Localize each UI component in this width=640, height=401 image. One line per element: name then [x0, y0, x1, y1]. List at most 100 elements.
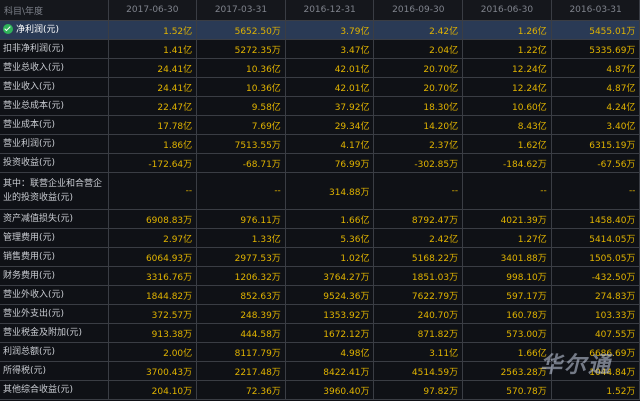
value-cell: 5414.05万 — [551, 228, 640, 248]
value-cell: 6908.83万 — [108, 209, 198, 229]
value-cell: 9524.36万 — [285, 285, 375, 305]
table-row[interactable]: 资产减值损失(元) 6908.83万 976.11万 1.66亿 8792.47万 402… — [0, 209, 640, 229]
value-cell: 10.60亿 — [462, 96, 552, 116]
period-header[interactable]: 2016-03-31 — [551, 0, 640, 21]
value-cell: 17.78亿 — [108, 115, 198, 135]
table-row[interactable]: 营业成本(元) 17.78亿 7.69亿 29.34亿 14.20亿 8.43亿 3.40亿 — [0, 115, 640, 135]
value-cell: 6686.69万 — [551, 342, 640, 362]
row-label-text: 管理费用(元) — [3, 233, 56, 243]
period-header[interactable]: 2016-06-30 — [462, 0, 552, 21]
value-cell: 597.17万 — [462, 285, 552, 305]
row-label-text: 利润总额(元) — [3, 347, 56, 357]
table-row[interactable]: 其中：联营企业和合营企业的投资收益(元) -- -- 314.88万 -- -- -- — [0, 172, 640, 210]
value-cell: 3960.40万 — [285, 380, 375, 400]
row-label-text: 营业收入(元) — [3, 82, 56, 92]
value-cell: -172.64万 — [108, 153, 198, 173]
value-cell: 573.00万 — [462, 323, 552, 343]
table-row[interactable]: 营业总成本(元) 22.47亿 9.58亿 37.92亿 18.30亿 10.60亿 4.2… — [0, 96, 640, 116]
value-cell: 2.42亿 — [373, 20, 464, 40]
value-cell: 24.41亿 — [108, 77, 198, 97]
value-cell: 72.36万 — [196, 380, 286, 400]
period-header[interactable]: 2017-03-31 — [196, 0, 286, 21]
value-cell: 3700.43万 — [108, 361, 198, 381]
table-row[interactable]: 营业税金及附加(元) 913.38万 444.58万 1672.12万 871.82万 5… — [0, 323, 640, 343]
value-cell: 20.70亿 — [373, 58, 464, 78]
value-cell: 1.02亿 — [285, 247, 375, 267]
table-body: 净利润(元) 1.52亿 5652.50万 3.79亿 2.42亿 1.26亿 5455.0… — [0, 20, 640, 400]
value-cell: 4021.39万 — [462, 209, 552, 229]
value-cell: 4.24亿 — [551, 96, 640, 116]
row-label: 其他综合收益(元) — [0, 380, 109, 400]
value-cell: 103.33万 — [551, 304, 640, 324]
row-label: 营业利润(元) — [0, 134, 109, 154]
value-cell: 1.66亿 — [462, 342, 552, 362]
value-cell: 1.22亿 — [462, 39, 552, 59]
row-label-text: 营业利润(元) — [3, 139, 56, 149]
value-cell: -68.71万 — [196, 153, 286, 173]
value-cell: -- — [108, 172, 198, 210]
row-label-text: 营业总收入(元) — [3, 63, 65, 73]
row-label: 营业外收入(元) — [0, 285, 109, 305]
table-row[interactable]: 营业外支出(元) 372.57万 248.39万 1353.92万 240.70万 160… — [0, 304, 640, 324]
value-cell: 2563.28万 — [462, 361, 552, 381]
value-cell: 1.62亿 — [462, 134, 552, 154]
row-label-text: 营业税金及附加(元) — [3, 328, 83, 338]
value-cell: 274.83万 — [551, 285, 640, 305]
row-label-text: 财务费用(元) — [3, 271, 56, 281]
value-cell: 913.38万 — [108, 323, 198, 343]
value-cell: 240.70万 — [373, 304, 464, 324]
period-header[interactable]: 2016-09-30 — [373, 0, 464, 21]
value-cell: 7.69亿 — [196, 115, 286, 135]
value-cell: 407.55万 — [551, 323, 640, 343]
table-row[interactable]: 其他综合收益(元) 204.10万 72.36万 3960.40万 97.82万 570.… — [0, 380, 640, 400]
table-row[interactable]: 净利润(元) 1.52亿 5652.50万 3.79亿 2.42亿 1.26亿 5455.0… — [0, 20, 640, 40]
row-label: 营业收入(元) — [0, 77, 109, 97]
value-cell: 1844.82万 — [108, 285, 198, 305]
row-label: 营业总收入(元) — [0, 58, 109, 78]
period-header[interactable]: 2017-06-30 — [108, 0, 198, 21]
value-cell: 3764.27万 — [285, 266, 375, 286]
table-row[interactable]: 管理费用(元) 2.97亿 1.33亿 5.36亿 2.42亿 1.27亿 5414.05万 — [0, 228, 640, 248]
value-cell: 4.87亿 — [551, 58, 640, 78]
row-label-text: 资产减值损失(元) — [3, 214, 74, 224]
table-row[interactable]: 财务费用(元) 3316.76万 1206.32万 3764.27万 1851.03万 9… — [0, 266, 640, 286]
value-cell: 4.98亿 — [285, 342, 375, 362]
table-row[interactable]: 扣非净利润(元) 1.41亿 5272.35万 3.47亿 2.04亿 1.22亿 5335… — [0, 39, 640, 59]
value-cell: 9.58亿 — [196, 96, 286, 116]
value-cell: 570.78万 — [462, 380, 552, 400]
table-row[interactable]: 投资收益(元) -172.64万 -68.71万 76.99万 -302.85万 -184… — [0, 153, 640, 173]
value-cell: 97.82万 — [373, 380, 464, 400]
table-header-row: 科目\年度 2017-06-30 2017-03-31 2016-12-31 2… — [0, 0, 640, 21]
table-row[interactable]: 营业收入(元) 24.41亿 10.36亿 42.01亿 20.70亿 12.24亿 4.8… — [0, 77, 640, 97]
table-row[interactable]: 营业总收入(元) 24.41亿 10.36亿 42.01亿 20.70亿 12.24亿 4.… — [0, 58, 640, 78]
value-cell: 3.11亿 — [373, 342, 464, 362]
value-cell: 3316.76万 — [108, 266, 198, 286]
row-label: 营业成本(元) — [0, 115, 109, 135]
row-label: 其中：联营企业和合营企业的投资收益(元) — [0, 172, 109, 210]
value-cell: 1458.40万 — [551, 209, 640, 229]
table-row[interactable]: 所得税(元) 3700.43万 2217.48万 8422.41万 4514.59万 25… — [0, 361, 640, 381]
row-label-text: 投资收益(元) — [3, 158, 56, 168]
value-cell: 3401.88万 — [462, 247, 552, 267]
value-cell: 5652.50万 — [196, 20, 286, 40]
table-row[interactable]: 营业外收入(元) 1844.82万 852.63万 9524.36万 7622.79万 5… — [0, 285, 640, 305]
value-cell: 2.37亿 — [373, 134, 464, 154]
value-cell: 1044.84万 — [551, 361, 640, 381]
table-row[interactable]: 营业利润(元) 1.86亿 7513.55万 4.17亿 2.37亿 1.62亿 6315.… — [0, 134, 640, 154]
value-cell: 1.66亿 — [285, 209, 375, 229]
value-cell: 29.34亿 — [285, 115, 375, 135]
period-header[interactable]: 2016-12-31 — [285, 0, 375, 21]
value-cell: 1353.92万 — [285, 304, 375, 324]
value-cell: 2.42亿 — [373, 228, 464, 248]
value-cell: 998.10万 — [462, 266, 552, 286]
value-cell: 1.33亿 — [196, 228, 286, 248]
table-row[interactable]: 销售费用(元) 6064.93万 2977.53万 1.02亿 5168.22万 3401… — [0, 247, 640, 267]
value-cell: 8.43亿 — [462, 115, 552, 135]
row-label-text: 扣非净利润(元) — [3, 44, 65, 54]
value-cell: 976.11万 — [196, 209, 286, 229]
value-cell: 24.41亿 — [108, 58, 198, 78]
value-cell: 8792.47万 — [373, 209, 464, 229]
value-cell: 12.24亿 — [462, 77, 552, 97]
table-row[interactable]: 利润总额(元) 2.00亿 8117.79万 4.98亿 3.11亿 1.66亿 6686.… — [0, 342, 640, 362]
value-cell: 871.82万 — [373, 323, 464, 343]
